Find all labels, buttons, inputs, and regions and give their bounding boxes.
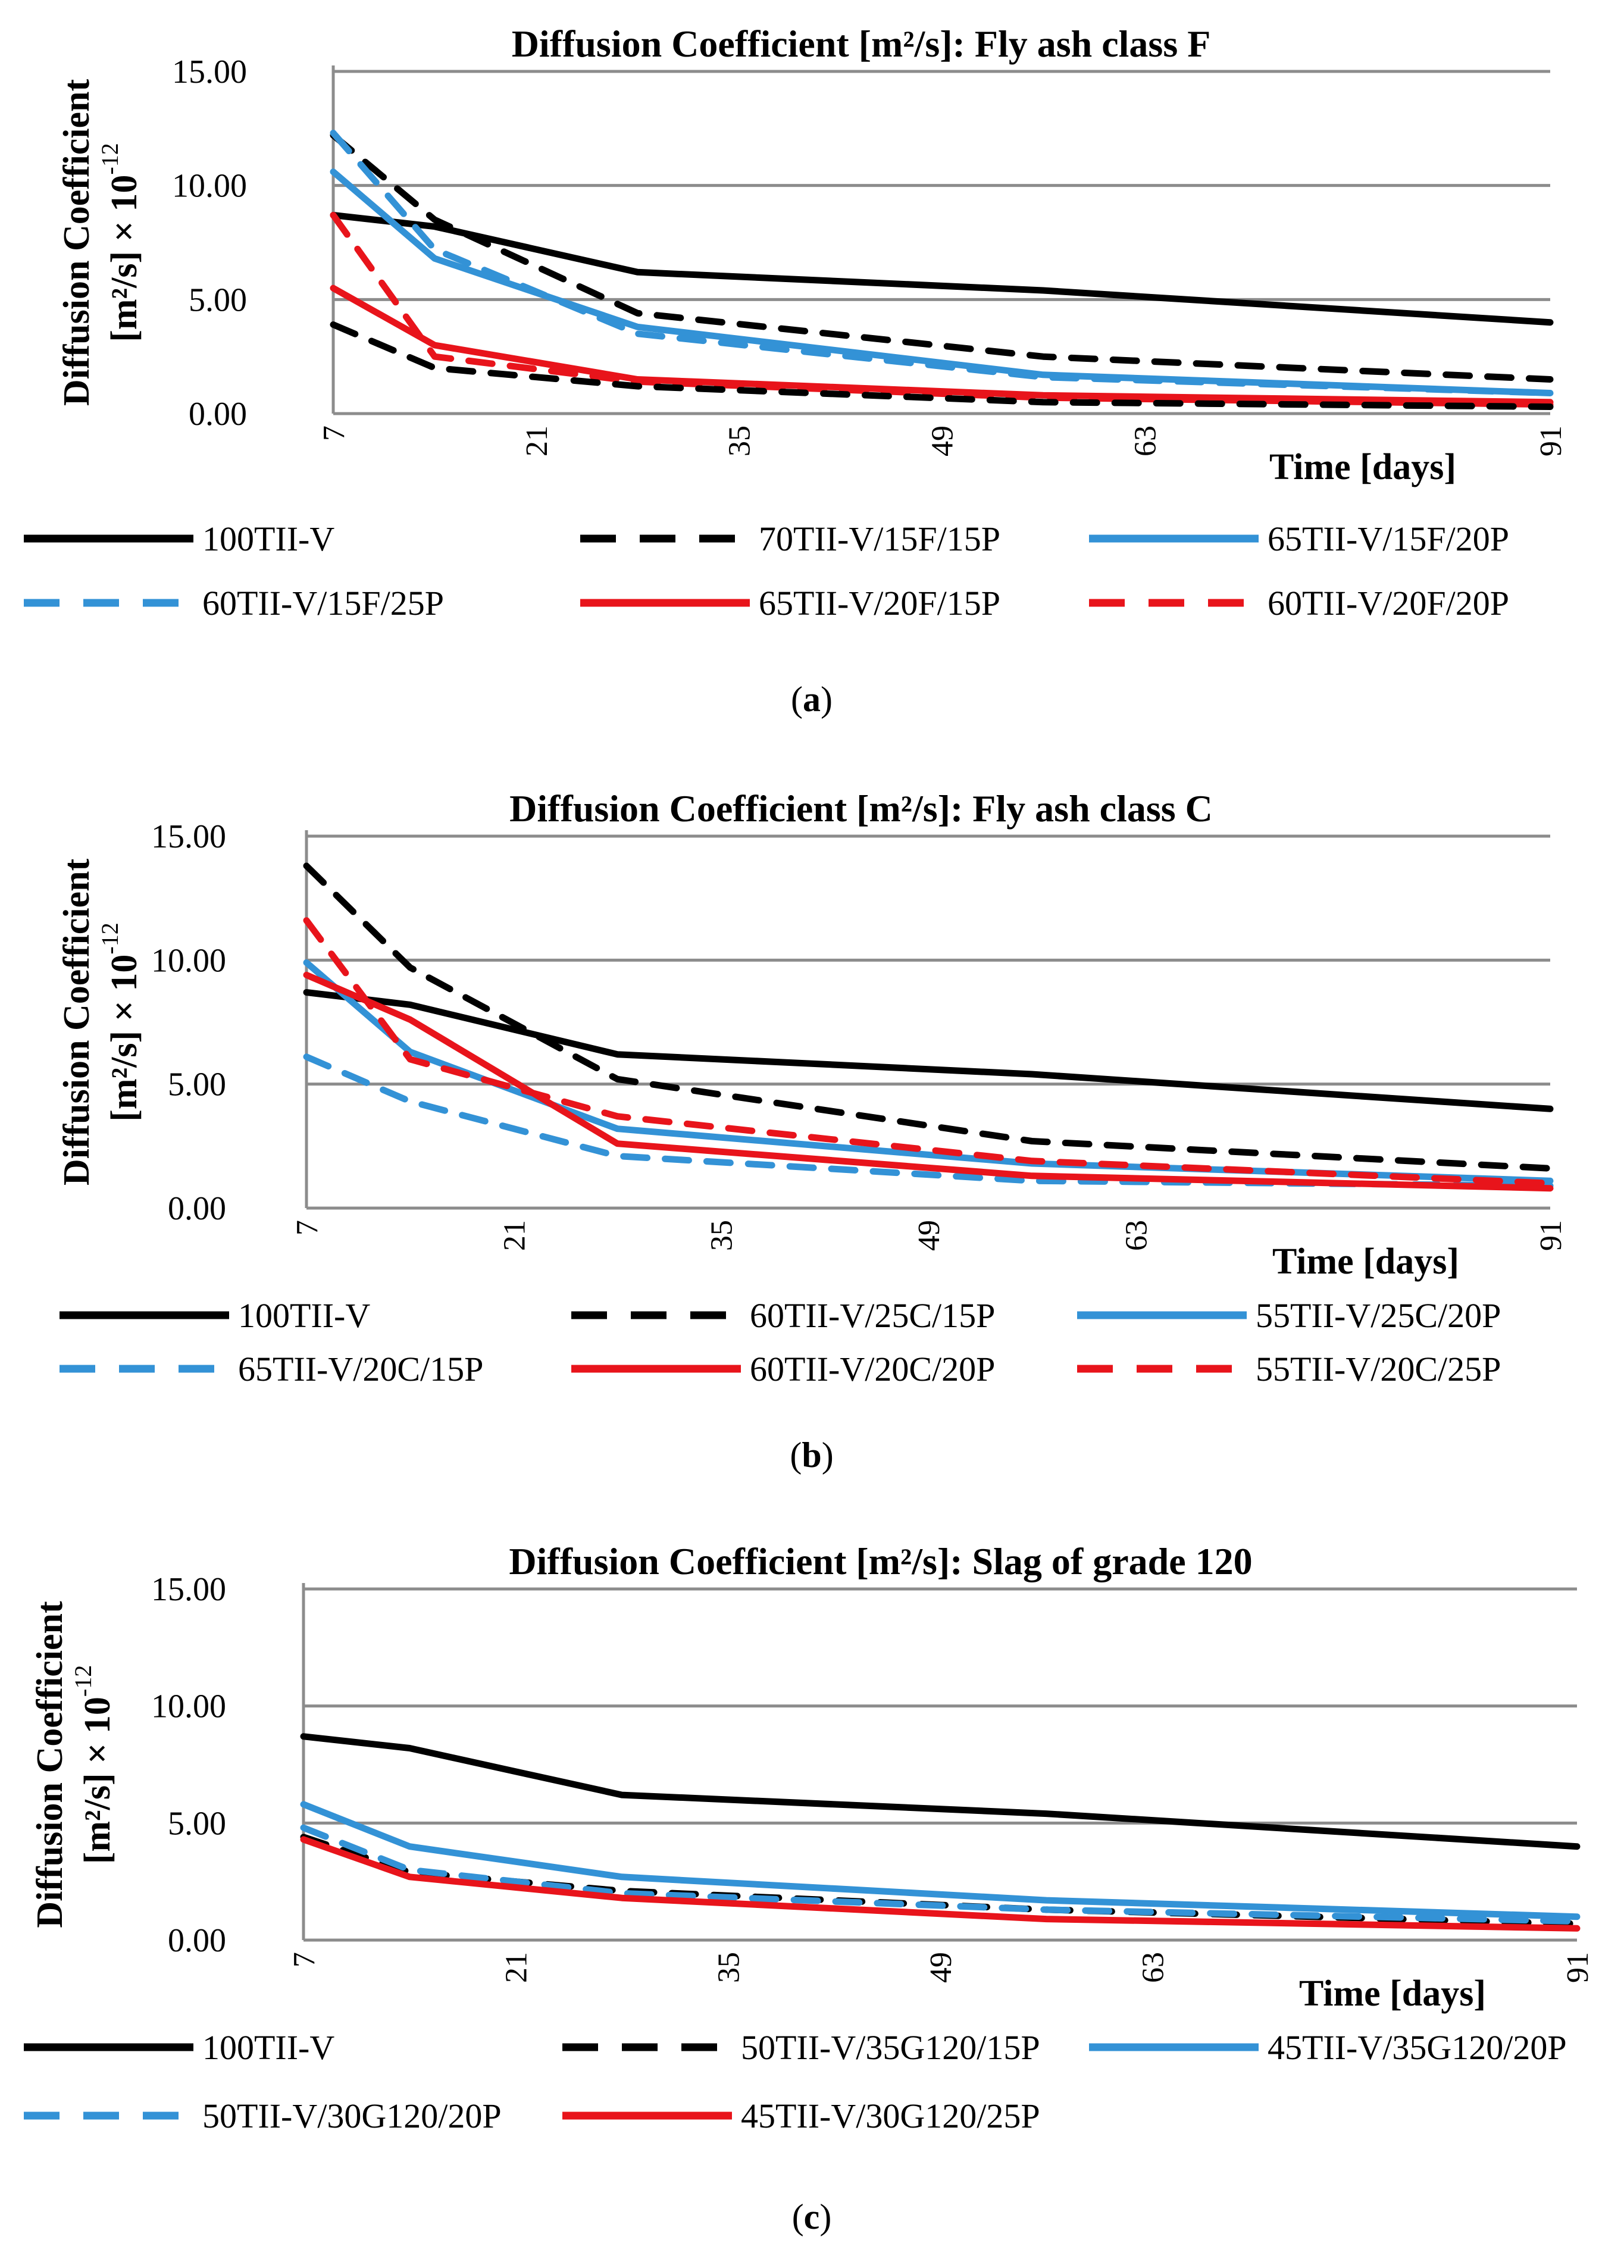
legend-label: 50TII-V/30G120/20P — [202, 2097, 502, 2135]
legend-label: 60TII-V/20C/20P — [750, 1350, 995, 1388]
panel-caption: (c) — [792, 2197, 832, 2236]
y-tick-label: 5.00 — [189, 281, 247, 318]
caption-paren: ) — [821, 680, 833, 719]
y-tick-label: 10.00 — [151, 942, 226, 979]
y-tick-label: 0.00 — [189, 396, 247, 433]
caption-letter: b — [802, 1435, 821, 1475]
legend-label: 45TII-V/35G120/20P — [1268, 2028, 1567, 2067]
caption-paren: ( — [790, 1435, 802, 1475]
chart-panel-a: Diffusion Coefficient [m²/s]: Fly ash cl… — [24, 23, 1568, 719]
series-line-60tii-v-25c-15p — [303, 862, 1554, 1172]
chart-title: Diffusion Coefficient [m²/s]: Slag of gr… — [509, 1540, 1252, 1582]
x-tick-label: 21 — [497, 1220, 531, 1251]
x-axis-label: Time [days] — [1269, 447, 1456, 487]
legend-label: 100TII-V — [202, 2028, 334, 2067]
chart-title: Diffusion Coefficient [m²/s]: Fly ash cl… — [512, 23, 1211, 65]
y-axis-unit-text: [m²/s] × 10 — [104, 955, 145, 1122]
series-line-45tii-v-35g120-20p — [300, 1801, 1581, 1920]
x-tick-label: 49 — [926, 426, 960, 456]
series-line-100tii-v — [300, 1733, 1581, 1850]
x-tick-label: 63 — [1128, 426, 1162, 456]
y-tick-label: 5.00 — [168, 1066, 226, 1103]
x-axis-label: Time [days] — [1299, 1973, 1486, 2014]
x-tick-label: 49 — [912, 1220, 946, 1251]
series-line-60tii-v-20c-20p — [303, 971, 1554, 1192]
chart-title: Diffusion Coefficient [m²/s]: Fly ash cl… — [509, 787, 1213, 830]
caption-paren: ) — [822, 1435, 834, 1475]
legend-label: 65TII-V/20F/15P — [759, 584, 1000, 622]
series-line-70tii-v-15f-15p — [330, 132, 1554, 383]
legend-label: 100TII-V — [202, 520, 334, 558]
series-line-100tii-v — [330, 212, 1554, 326]
y-tick-label: 5.00 — [168, 1805, 226, 1842]
y-tick-label: 15.00 — [151, 818, 226, 855]
caption-letter: c — [804, 2197, 820, 2236]
series-line-55tii-v-20c-25p — [303, 917, 1554, 1187]
y-tick-label: 0.00 — [168, 1190, 226, 1227]
legend-label: 55TII-V/25C/20P — [1256, 1296, 1501, 1335]
x-tick-label: 21 — [520, 426, 554, 456]
series-line-45tii-v-30g120-25p — [300, 1836, 1581, 1932]
y-axis-unit-text: [m²/s] × 10 — [77, 1697, 118, 1864]
x-tick-label: 7 — [290, 1220, 324, 1235]
y-axis-label: Diffusion Coefficient — [57, 858, 97, 1185]
legend-label: 60TII-V/15F/25P — [202, 584, 444, 622]
legend-label: 45TII-V/30G120/25P — [741, 2097, 1040, 2135]
x-tick-label: 91 — [1534, 426, 1568, 456]
chart-panel-c: Diffusion Coefficient [m²/s]: Slag of gr… — [24, 1540, 1595, 2236]
y-axis-unit: [m²/s] × 10-12 — [96, 143, 145, 342]
x-tick-label: 91 — [1534, 1220, 1568, 1251]
panel-caption: (b) — [790, 1435, 833, 1475]
x-tick-label: 35 — [705, 1220, 739, 1251]
x-tick-label: 63 — [1137, 1952, 1171, 1983]
series-line-60tii-v-20f-20p — [330, 212, 1554, 408]
legend-label: 55TII-V/20C/25P — [1256, 1350, 1501, 1388]
series-line-50tii-v-30g120-20p — [300, 1824, 1581, 1925]
x-axis-label: Time [days] — [1272, 1241, 1459, 1282]
y-tick-label: 0.00 — [168, 1922, 226, 1959]
y-tick-label: 15.00 — [151, 1571, 226, 1608]
panel-caption: (a) — [791, 680, 833, 719]
x-tick-label: 35 — [712, 1952, 746, 1983]
y-axis-unit: [m²/s] × 10-12 — [70, 1665, 118, 1865]
legend-label: 70TII-V/15F/15P — [759, 520, 1000, 558]
caption-paren: ( — [792, 2197, 804, 2236]
caption-paren: ( — [791, 680, 803, 719]
y-axis-unit-exponent: -12 — [96, 922, 123, 954]
y-axis-unit-exponent: -12 — [70, 1665, 96, 1697]
x-tick-label: 21 — [500, 1952, 534, 1983]
caption-letter: a — [803, 680, 821, 719]
y-axis-unit: [m²/s] × 10-12 — [96, 922, 145, 1122]
legend-label: 60TII-V/20F/20P — [1268, 584, 1509, 622]
legend-label: 100TII-V — [238, 1296, 370, 1335]
series-line-100tii-v — [303, 989, 1554, 1112]
legend-label: 65TII-V/15F/20P — [1268, 520, 1509, 558]
legend-label: 60TII-V/25C/15P — [750, 1296, 995, 1335]
x-tick-label: 91 — [1561, 1952, 1595, 1983]
series-line-60tii-v-15f-25p — [330, 130, 1554, 396]
y-tick-label: 15.00 — [172, 54, 247, 90]
legend-label: 65TII-V/20C/15P — [238, 1350, 483, 1388]
y-tick-label: 10.00 — [151, 1688, 226, 1725]
chart-panel-b: Diffusion Coefficient [m²/s]: Fly ash cl… — [57, 787, 1568, 1475]
legend-label: 50TII-V/35G120/15P — [741, 2028, 1040, 2067]
x-tick-label: 7 — [317, 426, 351, 441]
y-axis-label: Diffusion Coefficient — [57, 79, 97, 406]
y-axis-unit-text: [m²/s] × 10 — [104, 175, 145, 342]
y-axis-unit-exponent: -12 — [96, 143, 123, 174]
x-tick-label: 35 — [723, 426, 757, 456]
caption-paren: ) — [819, 2197, 831, 2236]
y-axis-label: Diffusion Coefficient — [30, 1601, 70, 1928]
x-tick-label: 49 — [924, 1952, 958, 1983]
x-tick-label: 63 — [1119, 1220, 1153, 1251]
series-line-unlabeled — [330, 321, 1554, 410]
series-line-65tii-v-15f-20p — [330, 168, 1554, 396]
y-tick-label: 10.00 — [172, 168, 247, 205]
x-tick-label: 7 — [287, 1952, 321, 1967]
